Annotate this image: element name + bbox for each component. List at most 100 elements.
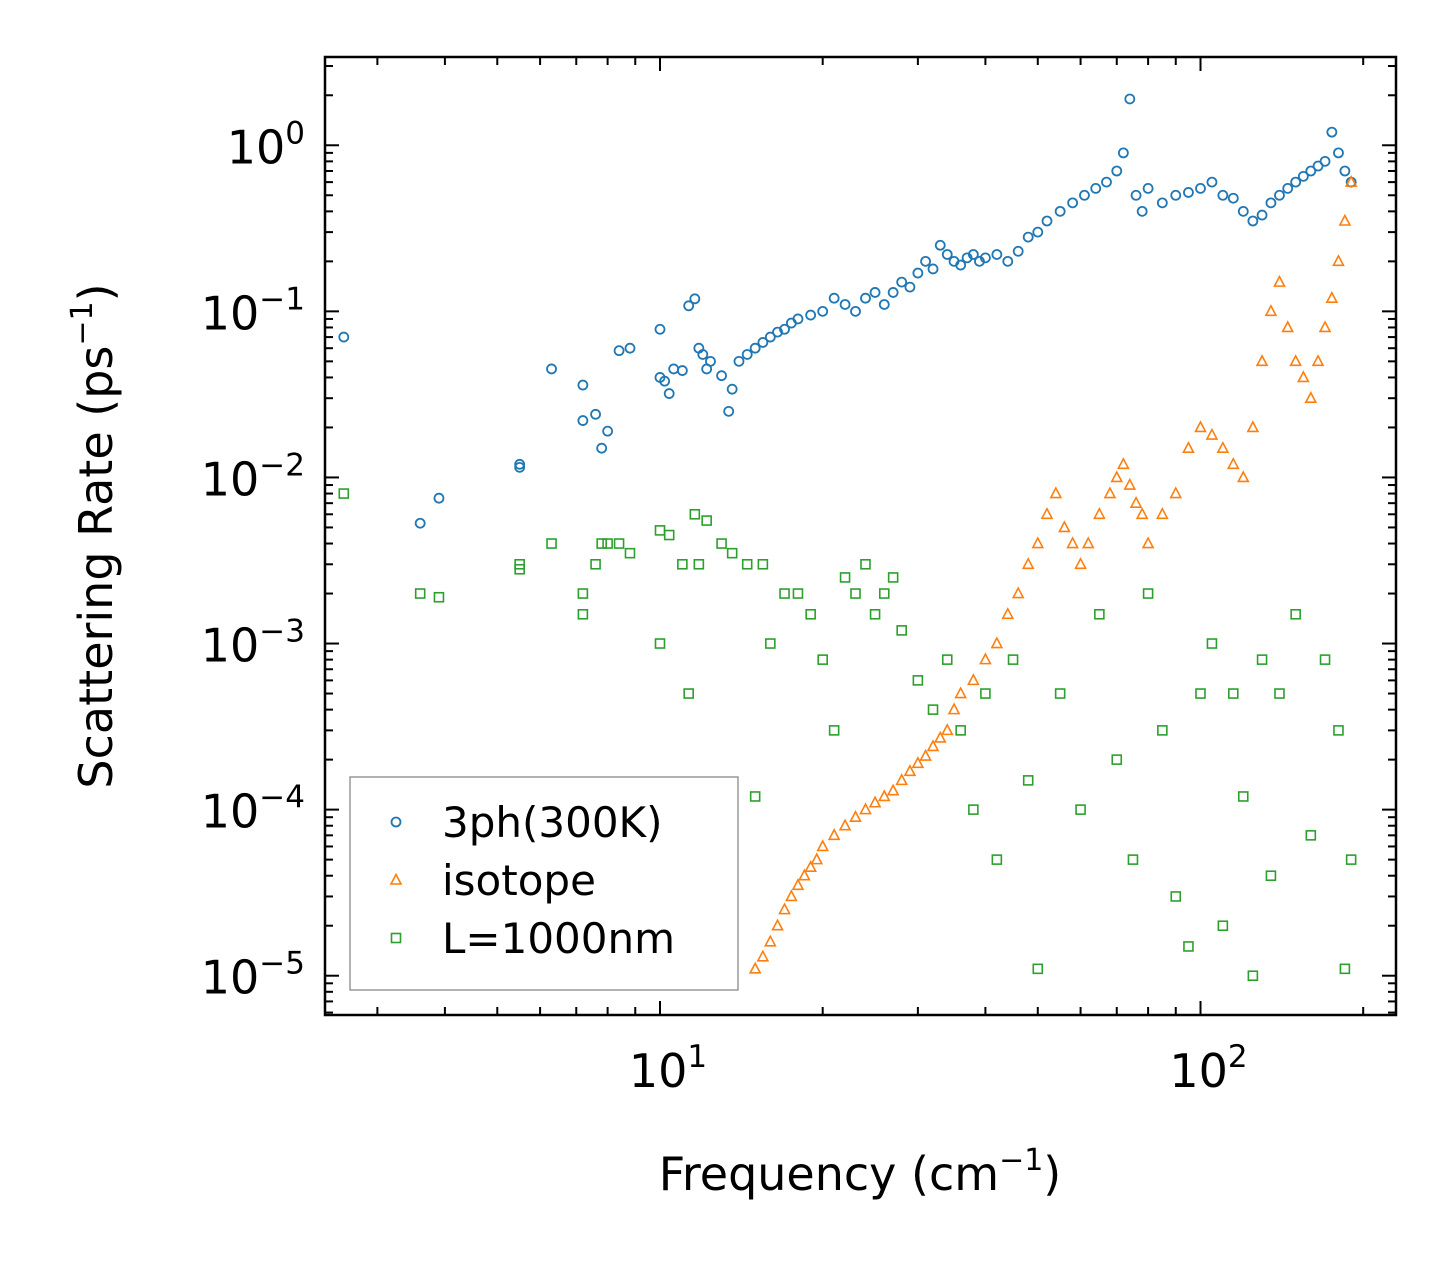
data-point [757, 337, 769, 348]
data-point [869, 608, 881, 620]
data-point [1170, 189, 1182, 201]
data-point [1325, 290, 1339, 304]
data-point [1002, 255, 1014, 267]
data-point [577, 415, 589, 426]
data-point [764, 331, 776, 343]
data-point [433, 492, 445, 504]
data-point [785, 889, 798, 902]
y-axis-ticks: 100 10−1 10−2 10−3 10−4 10−5 [201, 65, 1396, 1014]
data-point [756, 949, 770, 962]
data-point [817, 654, 828, 665]
data-point [1001, 607, 1015, 620]
data-point [877, 789, 891, 802]
data-point [1237, 791, 1249, 802]
data-point [979, 652, 992, 665]
data-point [947, 702, 961, 715]
data-point [1183, 187, 1194, 198]
data-point [1216, 440, 1230, 453]
data-point [602, 425, 614, 437]
data-point [839, 572, 851, 583]
data-point [1054, 688, 1066, 699]
data-point [1304, 390, 1318, 404]
data-point [967, 673, 980, 686]
data-point [933, 730, 947, 743]
data-point [596, 538, 607, 549]
data-point [817, 305, 829, 317]
legend-entry: 3ph(300K) [390, 798, 662, 847]
data-point [546, 538, 557, 549]
y-axis-label: Scattering Rate (ps−1) [65, 283, 123, 788]
data-point [1117, 457, 1130, 470]
data-point [514, 558, 525, 570]
data-point [1226, 457, 1240, 470]
data-point [590, 408, 601, 420]
data-point [433, 591, 445, 603]
data-point [868, 795, 882, 808]
data-point [577, 608, 589, 620]
legend: 3ph(300K) isotope L=1000nm [349, 776, 739, 991]
legend-entry: L=1000nm [390, 914, 675, 963]
data-point [1256, 654, 1268, 665]
data-point [1195, 688, 1206, 699]
legend-marker [389, 872, 403, 885]
data-point [624, 342, 636, 354]
data-point [980, 688, 991, 699]
data-point [954, 686, 967, 699]
data-point [1022, 231, 1034, 243]
data-point [414, 588, 426, 599]
series-2 [338, 488, 1357, 982]
data-point [1141, 536, 1155, 549]
data-point [716, 370, 727, 382]
data-point [1297, 170, 1309, 182]
data-point [1319, 155, 1331, 167]
data-point [878, 588, 890, 599]
data-point [771, 918, 784, 931]
data-point [602, 538, 613, 549]
data-point [827, 828, 841, 841]
data-point [1040, 507, 1054, 520]
data-point [859, 802, 872, 815]
data-point [1206, 638, 1218, 649]
data-point [1183, 941, 1194, 952]
data-point [991, 854, 1003, 865]
data-point [338, 488, 350, 499]
legend-box [349, 776, 739, 991]
data-point [1067, 197, 1079, 209]
data-point [912, 675, 924, 686]
data-point [968, 804, 979, 815]
data-point [1194, 420, 1207, 433]
y-tick-label: 10−3 [201, 614, 305, 673]
data-point [941, 654, 953, 665]
plot-frame [323, 55, 1398, 1017]
legend-marker [390, 932, 402, 944]
data-point [887, 287, 899, 298]
data-point [792, 313, 804, 325]
data-point [577, 588, 589, 599]
data-point [1290, 176, 1302, 188]
data-point [1256, 209, 1268, 221]
data-point [920, 255, 931, 267]
data-point [1319, 654, 1331, 665]
data-point [1281, 320, 1295, 333]
data-point [1031, 536, 1045, 549]
data-point [828, 292, 840, 304]
data-point [912, 267, 924, 279]
data-point [1041, 215, 1053, 227]
y-tick-label: 10−5 [201, 946, 305, 1005]
data-point [1156, 197, 1168, 209]
data-point [1237, 205, 1249, 217]
data-point [1103, 486, 1117, 499]
data-point [791, 878, 805, 891]
data-point [741, 558, 753, 570]
data-point [869, 287, 881, 298]
data-point [1094, 608, 1105, 620]
data-point [1075, 804, 1086, 815]
data-point [1182, 440, 1195, 453]
data-point [676, 365, 688, 376]
x-axis-ticks: 101 102 [376, 57, 1365, 1098]
data-point [701, 515, 712, 526]
data-point [991, 249, 1003, 260]
data-point [763, 934, 777, 947]
x-axis-label: Frequency (cm−1) [659, 1143, 1062, 1201]
